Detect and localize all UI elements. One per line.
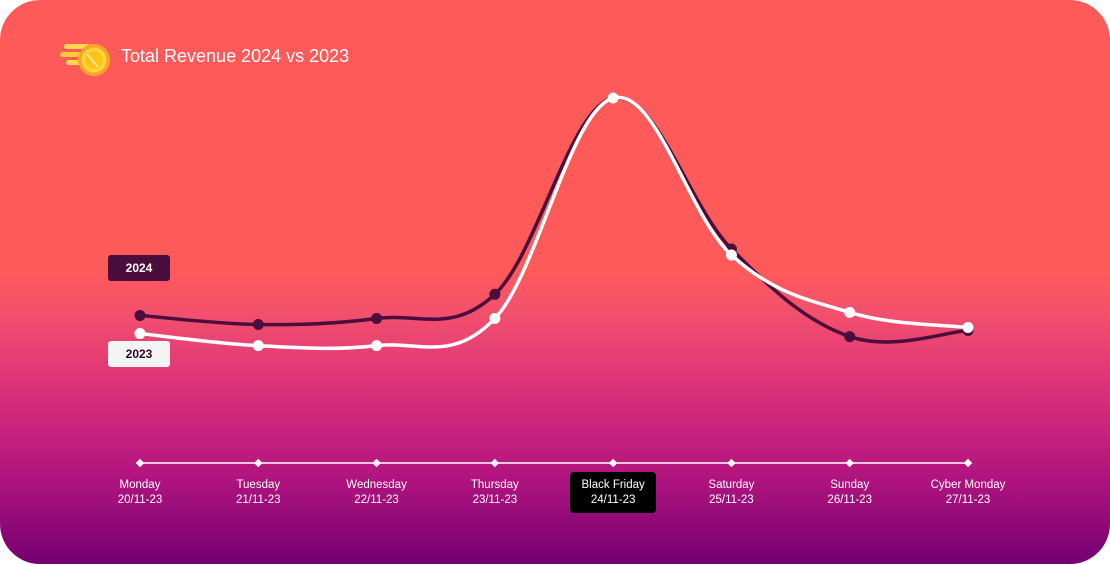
x-axis-tick <box>254 458 263 468</box>
legend-2024-badge: 2024 <box>108 255 170 281</box>
series-2023-line <box>138 95 970 351</box>
series-2024-point <box>252 319 264 330</box>
series-2024-point <box>371 312 383 324</box>
series-2023-point <box>725 249 737 261</box>
series-2024-point <box>489 288 501 300</box>
series-2023-point <box>844 306 856 318</box>
x-axis-label: Black Friday 24/11-23 <box>570 472 657 513</box>
series-2023-point <box>371 340 383 352</box>
x-axis-tick <box>135 458 145 468</box>
series-2024-point <box>134 309 146 321</box>
x-axis-label-date: 25/11-23 <box>709 494 754 506</box>
x-axis-label-date: 20/11-23 <box>117 494 163 506</box>
x-axis-label-date: 27/11-23 <box>945 494 991 506</box>
x-axis-label-day: Cyber Monday <box>930 479 1006 491</box>
x-axis-tick <box>372 458 381 468</box>
chart-title: Total Revenue 2024 vs 2023 <box>121 46 350 66</box>
series-2023-point <box>607 92 619 104</box>
series-2024-line <box>138 96 970 344</box>
x-axis-label: Thursday 23/11-23 <box>445 478 545 508</box>
coins-icon <box>60 44 110 76</box>
x-axis-label: Wednesday 22/11-23 <box>327 478 427 508</box>
x-axis-label-day: Monday <box>119 479 161 491</box>
series-2023-point <box>489 312 501 324</box>
series-2023-point <box>252 340 264 352</box>
x-axis-label-day: Black Friday <box>581 479 645 491</box>
x-axis-label-date: 24/11-23 <box>590 494 636 506</box>
x-axis-label: Cyber Monday 27/11-23 <box>918 478 1018 508</box>
x-axis-label-date: 21/11-23 <box>236 494 281 506</box>
x-axis-tick <box>490 458 500 468</box>
x-axis-label-date: 22/11-23 <box>354 494 399 506</box>
x-axis-tick <box>845 458 854 468</box>
x-axis-label-day: Saturday <box>708 479 755 491</box>
series-2023-point <box>962 322 974 334</box>
x-axis-label-day: Sunday <box>830 479 870 491</box>
x-axis-label: Saturday 25/11-23 <box>681 478 781 508</box>
x-axis-label: Monday 20/11-23 <box>90 478 190 508</box>
x-axis-label: Sunday 26/11-23 <box>800 478 900 508</box>
x-axis-label-date: 26/11-23 <box>827 494 872 506</box>
x-axis-tick <box>727 458 736 468</box>
x-axis-label-date: 23/11-23 <box>472 494 518 506</box>
x-axis-tick <box>608 458 618 468</box>
series-2023-point <box>134 328 146 340</box>
x-axis-label: Tuesday 21/11-23 <box>208 478 308 508</box>
x-axis-tick <box>963 458 973 468</box>
legend-2023-badge: 2023 <box>108 341 170 367</box>
series-2024-point <box>844 331 856 343</box>
x-axis-label-day: Thursday <box>470 479 519 491</box>
x-axis-label-day: Tuesday <box>236 479 281 491</box>
x-axis-label-day: Wednesday <box>346 479 407 491</box>
